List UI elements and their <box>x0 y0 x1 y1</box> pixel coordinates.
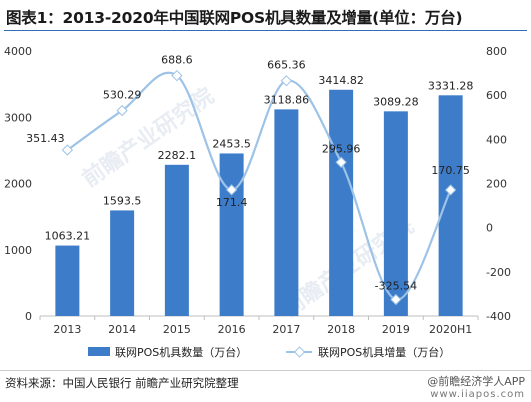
line-data-label: 171.4 <box>216 196 248 209</box>
data-labels: 1063.21 1593.5 2282.1 2453.5 3118.86 3414.82 3… <box>26 54 473 293</box>
line-series <box>61 69 457 306</box>
bar-data-label: 3414.82 <box>318 74 364 87</box>
bar-data-label: 2453.5 <box>212 137 251 150</box>
line-marker <box>171 69 183 82</box>
y-right-tick-label: 600 <box>486 89 507 102</box>
line-data-label: 295.96 <box>322 142 361 155</box>
x-tick-label: 2014 <box>108 323 136 336</box>
chart-title: 图表1：2013-2020年中国联网POS机具数量及增量(单位：万台) <box>6 9 463 27</box>
line-marker <box>280 75 293 87</box>
source-note: 资料来源：中国人民银行 前瞻产业研究院整理 <box>5 376 239 390</box>
bar-data-label: 3331.28 <box>428 79 474 92</box>
y-right-tick-label: -200 <box>486 266 511 279</box>
bar-data-label: 2282.1 <box>158 149 197 162</box>
x-tick-label: 2017 <box>272 323 300 336</box>
legend-label: 联网POS机具增量（万台） <box>318 345 450 359</box>
x-tick-label: 2019 <box>382 323 410 336</box>
bar <box>438 95 463 316</box>
line-marker <box>335 156 347 168</box>
bar-data-label: 1593.5 <box>103 194 142 207</box>
bar-data-label: 3089.28 <box>373 95 419 108</box>
bar <box>219 153 244 316</box>
y-left-tick-label: 4000 <box>4 45 32 58</box>
bar <box>110 210 135 316</box>
x-tick-label: 2016 <box>218 323 246 336</box>
y-left-tick-label: 3000 <box>4 111 32 124</box>
line-marker <box>390 293 402 306</box>
bar <box>274 109 299 317</box>
line-marker <box>61 144 74 156</box>
bar <box>55 245 80 316</box>
bar-data-label: 1063.21 <box>45 230 91 243</box>
bar-data-label: 3118.86 <box>264 93 310 106</box>
y-right-tick-label: 200 <box>486 178 507 191</box>
line-marker <box>444 184 457 196</box>
x-tick-label: 2013 <box>53 323 81 336</box>
footer-divider <box>0 370 531 371</box>
y-right-tick-label: 800 <box>486 45 507 58</box>
bar <box>383 111 408 316</box>
x-tick-label: 2018 <box>327 323 355 336</box>
line-data-label: 170.75 <box>431 164 470 177</box>
line-data-label: 688.6 <box>161 54 193 67</box>
y-right-tick-label: 0 <box>486 222 493 235</box>
title-divider <box>4 30 527 31</box>
legend-swatch-bar <box>88 347 110 356</box>
y-left-tick-label: 1000 <box>4 244 32 257</box>
line-data-label: 351.43 <box>26 132 65 145</box>
bar <box>329 89 354 316</box>
x-tick-label: 2015 <box>163 323 191 336</box>
legend-label: 联网POS机具数量（万台） <box>115 345 247 359</box>
y-left-tick-label: 0 <box>25 310 32 323</box>
brand-url: www.iiapos.com <box>430 389 525 400</box>
line-data-label: -325.54 <box>375 280 417 293</box>
bar <box>164 164 189 316</box>
y-right-tick-label: -400 <box>486 310 511 323</box>
legend: 联网POS机具数量（万台） 联网POS机具增量（万台） <box>88 345 450 359</box>
brand-name: @前瞻经济学人APP <box>427 375 525 388</box>
line-data-label: 665.36 <box>267 59 306 72</box>
y-right-tick-label: 400 <box>486 133 507 146</box>
x-tick-label: 2020H1 <box>429 323 472 336</box>
line-marker <box>116 104 128 117</box>
line-data-label: 530.29 <box>103 89 142 102</box>
legend-swatch-marker <box>293 346 306 358</box>
line-marker <box>225 184 238 196</box>
y-left-tick-label: 2000 <box>4 178 32 191</box>
axes: 0 1000 2000 3000 4000 -400 -200 0 200 400 600 800 20… <box>4 45 511 336</box>
bar-series <box>55 89 463 317</box>
brand-block: @前瞻经济学人APP www.iiapos.com <box>427 375 525 401</box>
